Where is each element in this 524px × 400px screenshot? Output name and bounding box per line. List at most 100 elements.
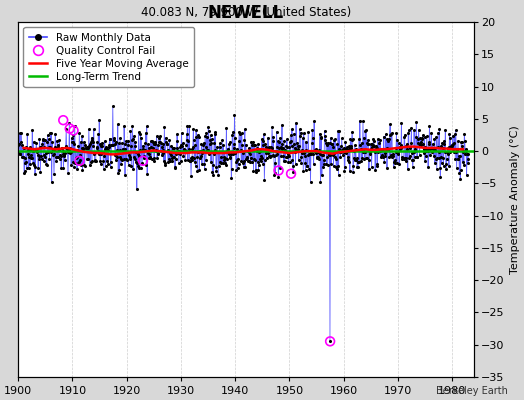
Point: [441, 149, 449, 156]
Point: [190, 137, 198, 143]
Point: [35, 153, 43, 160]
Point: [350, 163, 358, 169]
Point: [301, 167, 310, 174]
Point: [175, 148, 183, 154]
Point: [268, 138, 277, 144]
Point: [122, 138, 130, 144]
Point: [35, 136, 43, 142]
Point: [276, 135, 285, 141]
Point: [61, 157, 69, 164]
Point: [138, 148, 146, 154]
Point: [205, 151, 213, 157]
Point: [195, 155, 204, 161]
Point: [167, 143, 176, 150]
Point: [191, 142, 199, 149]
Point: [221, 154, 230, 161]
Point: [369, 138, 378, 145]
Point: [414, 126, 423, 133]
Point: [326, 338, 334, 344]
Point: [134, 129, 143, 135]
Point: [399, 155, 407, 162]
Point: [392, 145, 400, 152]
Point: [426, 152, 434, 158]
Point: [71, 160, 80, 166]
Point: [177, 142, 185, 148]
Point: [286, 139, 294, 146]
Point: [309, 135, 317, 141]
Point: [252, 169, 260, 175]
Point: [34, 152, 42, 158]
Point: [266, 153, 275, 159]
Point: [79, 145, 88, 151]
Point: [451, 131, 459, 138]
Point: [406, 145, 414, 151]
Point: [446, 135, 454, 141]
Point: [120, 123, 128, 130]
Point: [110, 135, 118, 141]
Point: [173, 131, 181, 137]
Point: [87, 139, 95, 145]
Point: [91, 157, 100, 164]
Point: [95, 116, 103, 123]
Point: [148, 138, 156, 144]
Point: [346, 136, 355, 142]
Point: [49, 147, 58, 153]
Point: [97, 150, 106, 157]
Point: [128, 136, 137, 142]
Point: [123, 149, 132, 156]
Point: [234, 160, 243, 167]
Point: [154, 150, 162, 157]
Point: [15, 140, 24, 147]
Point: [42, 161, 50, 167]
Point: [209, 162, 217, 168]
Point: [90, 151, 99, 157]
Point: [25, 147, 34, 153]
Point: [66, 150, 74, 156]
Point: [408, 157, 417, 164]
Point: [407, 124, 416, 131]
Point: [431, 160, 439, 166]
Point: [346, 142, 355, 149]
Point: [411, 148, 420, 154]
Point: [351, 142, 359, 148]
Point: [16, 151, 24, 157]
Point: [376, 154, 385, 160]
Point: [74, 160, 82, 167]
Point: [374, 136, 382, 142]
Point: [400, 132, 409, 138]
Point: [241, 164, 249, 170]
Point: [152, 146, 160, 153]
Point: [318, 152, 326, 158]
Point: [225, 141, 233, 147]
Point: [345, 143, 354, 150]
Point: [55, 137, 63, 143]
Point: [38, 141, 47, 147]
Point: [403, 166, 412, 172]
Point: [217, 160, 225, 167]
Point: [402, 140, 411, 147]
Point: [454, 156, 463, 162]
Point: [366, 141, 375, 147]
Point: [446, 144, 455, 150]
Point: [320, 128, 329, 134]
Point: [392, 130, 401, 136]
Point: [430, 136, 439, 142]
Point: [221, 160, 229, 166]
Point: [454, 138, 462, 144]
Point: [97, 142, 105, 149]
Point: [346, 168, 354, 174]
Point: [396, 144, 404, 150]
Point: [77, 138, 85, 145]
Point: [89, 143, 97, 150]
Point: [264, 134, 272, 141]
Point: [374, 148, 383, 155]
Point: [118, 140, 126, 146]
Point: [287, 143, 296, 150]
Point: [328, 141, 336, 148]
Point: [204, 128, 213, 134]
Point: [121, 140, 129, 147]
Point: [369, 142, 377, 148]
Point: [388, 130, 396, 136]
Point: [43, 132, 52, 138]
Point: [63, 149, 72, 155]
